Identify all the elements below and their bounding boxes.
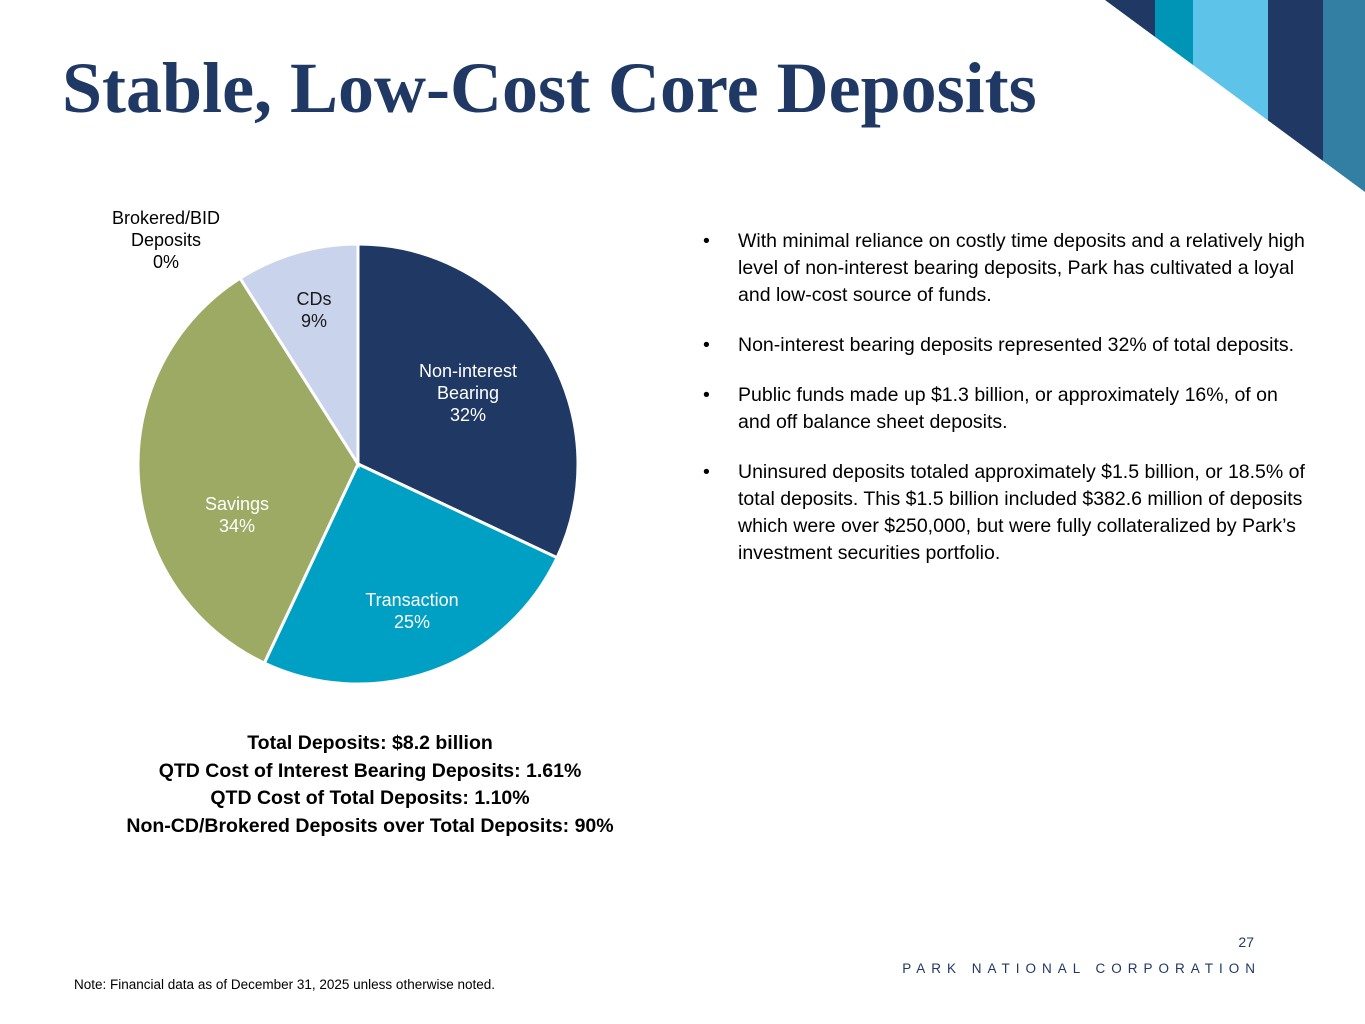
pie-slice [356, 242, 580, 560]
pie-slice [136, 276, 360, 666]
page-title: Stable, Low-Cost Core Deposits [62, 48, 1037, 128]
page-number: 27 [1238, 934, 1254, 950]
corner-stripe [1193, 0, 1268, 192]
bullet-item: Public funds made up $1.3 billion, or ap… [700, 382, 1308, 436]
corner-stripes-decoration [1105, 0, 1365, 192]
bullet-item: With minimal reliance on costly time dep… [700, 228, 1308, 309]
stat-line: Total Deposits: $8.2 billion [247, 732, 493, 754]
corner-stripe [1268, 0, 1323, 192]
stat-line: Non-CD/Brokered Deposits over Total Depo… [126, 814, 614, 837]
pie-label-line: 25% [393, 612, 431, 632]
pie-slice [238, 242, 360, 470]
pie-label-line: Non-interest [418, 361, 518, 381]
corner-stripe [1105, 0, 1155, 192]
bullet-list: With minimal reliance on costly time dep… [700, 228, 1308, 590]
stat-line: QTD Cost of Total Deposits: 1.10% [210, 787, 530, 809]
pie-slice [262, 462, 560, 686]
pie-slice-label: Savings 34% [205, 493, 269, 537]
company-name: PARK NATIONAL CORPORATION [902, 961, 1261, 976]
corner-stripe [1155, 0, 1193, 192]
deposit-stats-block: Total Deposits: $8.2 billion QTD Cost of … [62, 730, 678, 840]
pie-label-line: Bearing [436, 383, 500, 403]
pie-label-line: 34% [218, 516, 256, 536]
pie-slice-label: Brokered/BID Deposits 0% [112, 207, 220, 273]
pie-label-line: 9% [300, 311, 327, 331]
pie-slice-label: CDs 9% [297, 288, 332, 332]
pie-slice-label: Non-interest Bearing 32% [419, 360, 517, 426]
pie-label-line: CDs [296, 289, 332, 309]
pie-label-line: 32% [449, 405, 487, 425]
deposits-pie-chart [136, 242, 580, 686]
footnote: Note: Financial data as of December 31, … [74, 977, 495, 992]
pie-label-line: Deposits [130, 230, 202, 250]
bullet-item: Uninsured deposits totaled approximately… [700, 459, 1308, 567]
pie-label-line: Transaction [365, 590, 459, 610]
stat-line: QTD Cost of Interest Bearing Deposits: 1… [158, 759, 582, 782]
corner-stripe [1323, 0, 1365, 192]
pie-slice-label: Transaction 25% [365, 589, 458, 633]
pie-label-line: Brokered/BID [111, 208, 221, 228]
pie-label-line: Savings [204, 494, 270, 514]
bullet-item: Non-interest bearing deposits represente… [700, 332, 1308, 359]
pie-label-line: 0% [152, 252, 180, 272]
